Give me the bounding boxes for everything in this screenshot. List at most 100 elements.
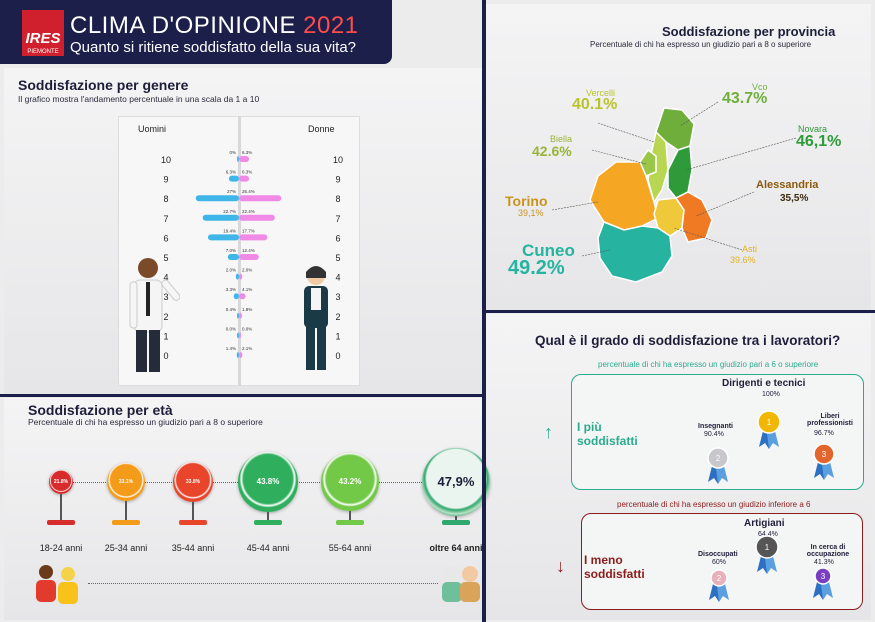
bar-uomini xyxy=(237,312,239,319)
gender-tick-left: 5 xyxy=(163,253,168,263)
bar-donne xyxy=(239,195,282,202)
woman-illustration xyxy=(304,266,328,370)
medal-rank: 3 xyxy=(821,572,826,581)
right-horizontal-divider xyxy=(486,310,875,313)
prov-name-vercelli: Vercelli xyxy=(586,88,616,98)
gender-tick-right: 1 xyxy=(335,331,340,341)
age-bubble-label: 21.8% xyxy=(53,479,69,485)
prov-name-cuneo: Cuneo xyxy=(522,241,575,260)
age-bubble: 33.1% xyxy=(106,462,146,502)
left-horizontal-divider xyxy=(0,394,482,397)
medal-icon xyxy=(757,410,781,434)
bar-uomini xyxy=(233,293,239,300)
medal-rank: 1 xyxy=(765,543,770,552)
medal-ribbon xyxy=(822,462,834,480)
medal-ribbon xyxy=(765,556,777,574)
gender-tick-left: 1 xyxy=(163,331,168,341)
job-value-disoccupati: 60% xyxy=(712,559,727,566)
medal-icon xyxy=(814,567,832,585)
age-bubble: 43.2% xyxy=(320,452,380,512)
prov-value-vercelli: 40.1% xyxy=(572,96,618,113)
medal-ribbon xyxy=(717,584,729,602)
age-base xyxy=(112,520,140,525)
age-stem xyxy=(125,501,127,522)
ires-logo xyxy=(22,10,64,56)
age-subtitle: Percentuale di chi ha espresso un giudiz… xyxy=(28,417,263,427)
job-value-insegnanti: 90.4% xyxy=(704,431,724,438)
gender-tick-right: 2 xyxy=(335,312,340,322)
gender-title: Soddisfazione per genere xyxy=(18,77,189,93)
job-name-artigiani: Artigiani xyxy=(744,518,785,529)
piemonte-map xyxy=(551,101,797,283)
gender-tick-left: 4 xyxy=(163,273,168,283)
medals-layer: 1 2 3 1 2 3 xyxy=(707,410,835,602)
prov-value-asti: 39.6% xyxy=(730,255,756,265)
age-bubble: 47,9% xyxy=(422,448,490,516)
bar-label-donne: 6.3% xyxy=(242,170,252,175)
age-stem xyxy=(455,515,457,522)
bar-donne xyxy=(239,175,250,182)
gender-tick-right: 10 xyxy=(333,155,343,165)
job-value-liberi: 96.7% xyxy=(814,430,834,437)
most-satisfied-box xyxy=(571,374,864,490)
bar-uomini xyxy=(237,332,239,339)
map-cuneo xyxy=(597,221,673,283)
age-stem xyxy=(349,511,351,522)
bar-label-uomini: 1.4% xyxy=(226,346,236,351)
prov-name-biella: Biella xyxy=(550,134,573,144)
gender-tick-left: 6 xyxy=(163,233,168,243)
age-bubble-label: 47,9% xyxy=(437,474,475,490)
bar-donne xyxy=(239,332,241,339)
age-chart: 21.8% 18-24 anni 33.1% 25-34 anni 33.8% 35-44… xyxy=(39,448,490,553)
bar-uomini xyxy=(195,195,239,202)
title-year: 2021 xyxy=(303,12,359,39)
bar-label-donne: 4.1% xyxy=(242,287,252,292)
prov-value-alessandria: 35,5% xyxy=(780,193,809,204)
medal-rank: 1 xyxy=(767,418,772,427)
prov-value-novara: 46,1% xyxy=(796,133,842,150)
medal-rank: 2 xyxy=(717,574,722,583)
province-subtitle: Percentuale di chi ha espresso un giudiz… xyxy=(590,40,812,49)
bar-label-uomini: 19.4% xyxy=(223,228,236,233)
prov-value-cuneo: 49.2% xyxy=(508,257,565,279)
prov-name-novara: Novara xyxy=(798,124,828,134)
bar-donne xyxy=(239,254,259,260)
gender-tick-right: 6 xyxy=(335,233,340,243)
bar-donne xyxy=(239,293,246,300)
age-category-label: 25-34 anni xyxy=(104,543,148,553)
job-name-in-cerca: In cerca di occupazione xyxy=(806,544,850,558)
gender-tick-right: 4 xyxy=(335,273,340,283)
arrow-up-icon: ↑ xyxy=(544,422,553,442)
bar-label-donne: 22.4% xyxy=(242,209,255,214)
bar-donne xyxy=(239,214,275,221)
job-value-artigiani: 64.4% xyxy=(758,531,778,538)
bar-donne xyxy=(239,352,243,358)
man-illustration xyxy=(129,258,180,372)
age-category-label: 35-44 anni xyxy=(171,543,215,553)
age-base xyxy=(336,520,364,525)
age-bottom-dotted-line xyxy=(88,583,438,584)
age-bubble-label: 33.8% xyxy=(185,478,201,485)
bar-uomini xyxy=(207,234,239,241)
prov-name-alessandria: Alessandria xyxy=(756,179,819,191)
job-name-insegnanti: Insegnanti xyxy=(698,423,734,430)
age-bubble: 21.8% xyxy=(49,470,73,494)
medal-rank: 2 xyxy=(716,454,721,463)
gender-tick-right: 9 xyxy=(335,175,340,185)
prov-name-asti: Asti xyxy=(742,244,758,254)
logo-text: IRES xyxy=(25,30,61,47)
medal-icon xyxy=(707,447,729,469)
prov-name-torino: Torino xyxy=(505,193,548,209)
gender-center-axis xyxy=(238,116,241,386)
bar-label-uomini: 22.7% xyxy=(223,209,236,214)
bar-label-donne: 1.8% xyxy=(242,307,252,312)
bar-label-uomini: 0% xyxy=(229,150,236,155)
bar-donne xyxy=(239,156,250,162)
gender-bar-chart: 10 100% 6.3%9 96.3% 6.3%8 827% 26.4%7 722.7% 22.… xyxy=(161,150,343,361)
bar-donne xyxy=(239,312,242,319)
age-category-label: 18-24 anni xyxy=(39,543,83,553)
workers-bottom-subtitle: percentuale di chi ha espresso un giudiz… xyxy=(617,500,811,509)
page-subtitle: Quanto si ritiene soddisfatto della sua … xyxy=(70,39,357,56)
medal-icon xyxy=(710,569,728,587)
most-satisfied-label: I più soddisfatti xyxy=(577,420,638,448)
